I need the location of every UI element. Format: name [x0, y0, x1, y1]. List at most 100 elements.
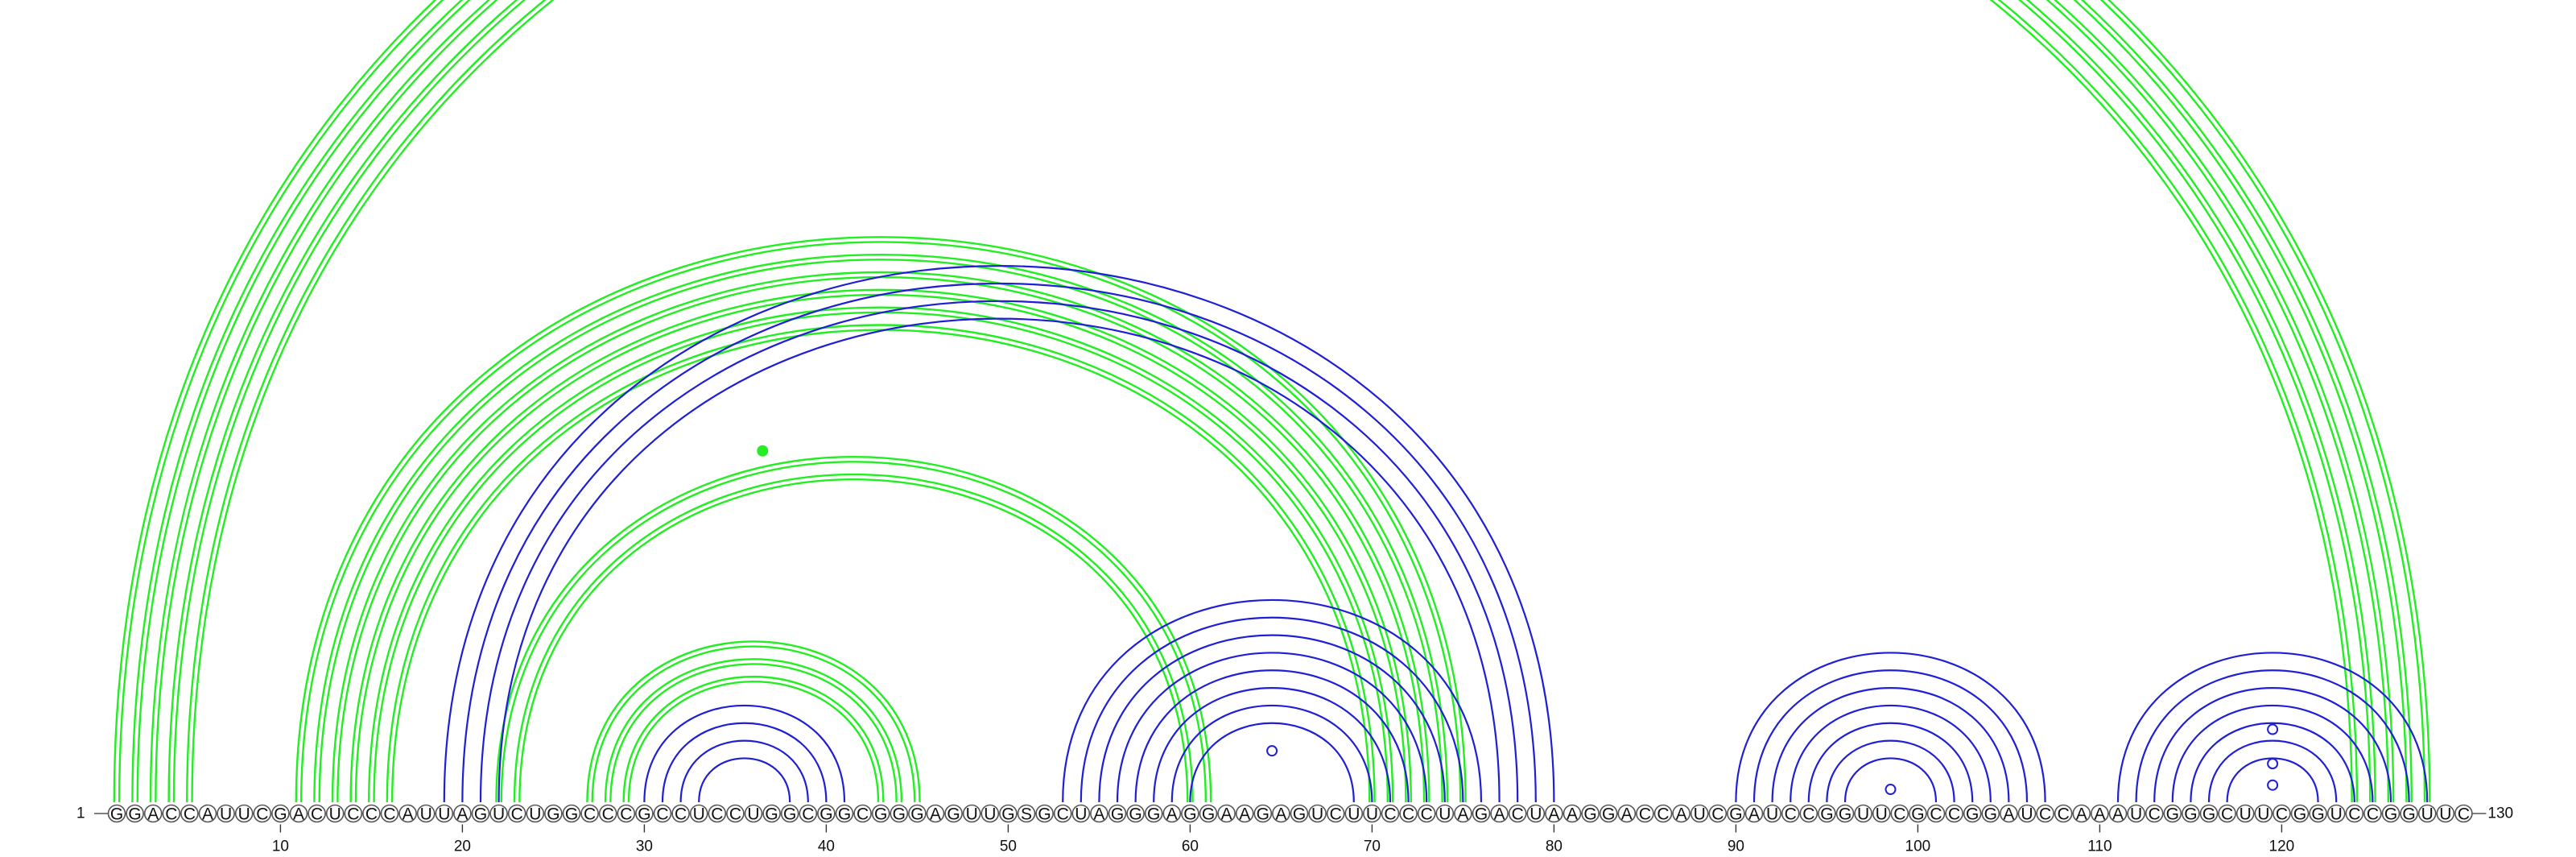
base-34: C	[708, 804, 727, 824]
blue-arc-92-105	[1771, 686, 2010, 803]
blue-arc-90-107	[1735, 652, 2046, 803]
blue-marker-3	[1885, 784, 1897, 796]
svg-text:G: G	[110, 805, 123, 824]
svg-text:G: G	[2202, 805, 2215, 824]
green-arc-22-61	[500, 461, 1208, 803]
svg-text:C: C	[2039, 805, 2051, 824]
base-35: C	[726, 804, 745, 824]
svg-text:U: U	[1311, 805, 1323, 824]
base-14: C	[344, 804, 363, 824]
svg-text:A: A	[1457, 805, 1468, 824]
svg-text:G: G	[1183, 805, 1196, 824]
base-50: G	[999, 804, 1018, 824]
svg-text:U: U	[966, 805, 978, 824]
tick-label-80: 80	[1546, 838, 1563, 855]
green-arc-5-124	[186, 0, 2359, 803]
base-123: U	[2326, 804, 2346, 824]
base-103: G	[1963, 804, 1982, 824]
svg-text:C: C	[511, 805, 523, 824]
blue-arc-53-76	[1062, 599, 1483, 803]
base-67: U	[1308, 804, 1327, 824]
blue-marker-5	[2267, 758, 2279, 770]
svg-text:U: U	[2439, 805, 2451, 824]
svg-text:A: A	[1275, 805, 1286, 824]
green-arc-3-126	[155, 0, 2390, 803]
base-89: C	[1708, 804, 1728, 824]
base-118: U	[2235, 804, 2255, 824]
tick-label-70: 70	[1364, 838, 1381, 855]
base-4: C	[162, 804, 181, 824]
blue-arc-21-78	[479, 300, 1519, 803]
svg-text:A: A	[930, 805, 941, 824]
base-105: A	[2000, 804, 2018, 824]
svg-text:U: U	[984, 805, 996, 824]
svg-text:A: A	[1239, 805, 1250, 824]
base-16: C	[380, 804, 399, 824]
base-91: A	[1744, 804, 1764, 824]
green-arc-16-70	[386, 324, 1376, 803]
base-39: C	[799, 804, 818, 824]
green-arc-2-127	[136, 0, 2408, 803]
base-127: G	[2400, 804, 2418, 824]
green-arc-5-124	[191, 0, 2353, 803]
svg-text:A: A	[1494, 805, 1505, 824]
base-41: G	[835, 804, 854, 824]
svg-text:U: U	[1366, 805, 1378, 824]
svg-text:U: U	[747, 805, 759, 824]
blue-arc-60-69	[1189, 722, 1355, 803]
base-51: S	[1017, 804, 1036, 824]
base-82: G	[1581, 804, 1600, 824]
base-32: C	[671, 804, 690, 824]
base-5: C	[180, 804, 199, 824]
blue-arc-32-39	[679, 739, 809, 803]
svg-text:A: A	[293, 805, 304, 824]
base-13: U	[325, 804, 345, 824]
base-45: G	[908, 804, 927, 824]
base-117: C	[2218, 804, 2236, 824]
base-19: U	[435, 804, 454, 824]
base-61: G	[1199, 804, 1218, 824]
base-6: A	[198, 804, 217, 824]
base-94: C	[1799, 804, 1818, 824]
base-72: C	[1399, 804, 1418, 824]
base-95: G	[1818, 804, 1836, 824]
svg-text:C: C	[2058, 805, 2070, 824]
base-20: A	[453, 804, 472, 824]
green-arc-11-75	[299, 241, 1462, 803]
svg-text:U: U	[420, 805, 432, 824]
position-axis: 10 20 30 40 50 60 70 80 90 100 110 120	[272, 824, 2294, 855]
base-56: G	[1108, 804, 1127, 824]
svg-text:G: G	[128, 805, 141, 824]
svg-text:C: C	[584, 805, 596, 824]
svg-text:U: U	[2330, 805, 2343, 824]
base-110: A	[2091, 804, 2109, 824]
svg-text:C: C	[1948, 805, 1960, 824]
base-3: A	[143, 804, 163, 824]
svg-text:C: C	[347, 805, 359, 824]
green-arc-28-44	[609, 663, 898, 803]
base-57: G	[1126, 804, 1145, 824]
base-22: U	[489, 804, 508, 824]
base-71: C	[1381, 804, 1400, 824]
base-58: G	[1144, 804, 1163, 824]
base-69: U	[1344, 804, 1364, 824]
base-42: C	[853, 804, 872, 824]
blue-marker-6	[2267, 723, 2279, 735]
svg-text:G: G	[2311, 805, 2324, 824]
svg-text:G: G	[783, 805, 796, 824]
svg-text:A: A	[402, 805, 414, 824]
tick-label-40: 40	[818, 838, 835, 855]
base-66: G	[1290, 804, 1309, 824]
svg-text:C: C	[2276, 805, 2288, 824]
base-83: G	[1599, 804, 1618, 824]
svg-text:C: C	[2367, 805, 2379, 824]
blue-arc-116-123	[2207, 739, 2338, 803]
svg-text:G: G	[2402, 805, 2415, 824]
svg-text:G: G	[1583, 805, 1596, 824]
base-65: A	[1272, 804, 1290, 824]
base-31: C	[653, 804, 672, 824]
base-25: G	[544, 804, 563, 824]
blue-arc-111-128	[2116, 652, 2429, 803]
svg-text:G: G	[910, 805, 923, 824]
base-109: A	[2072, 804, 2091, 824]
